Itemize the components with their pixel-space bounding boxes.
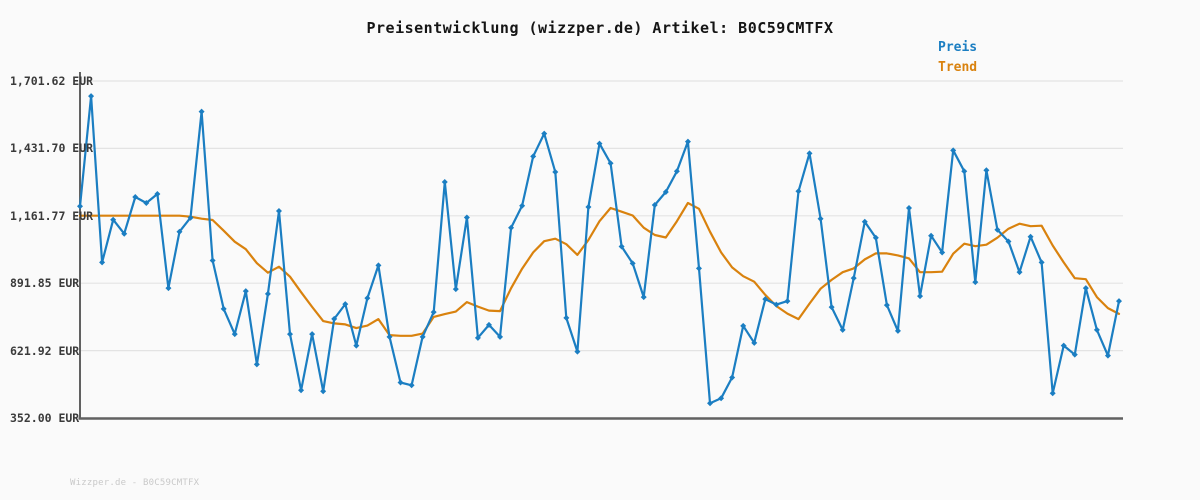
legend: Preis Trend bbox=[938, 38, 977, 78]
watermark: Wizzper.de - B0C59CMTFX bbox=[70, 478, 200, 488]
y-axis-label: 1,431.70 EUR bbox=[10, 141, 94, 156]
y-axis-label: 1,701.62 EUR bbox=[10, 74, 94, 88]
y-axis-label: 621.92 EUR bbox=[10, 343, 80, 358]
y-axis-label: 352.00 EUR bbox=[10, 411, 80, 425]
legend-item-trend: Trend bbox=[938, 60, 978, 75]
y-axis-label: 891.85 EUR bbox=[10, 276, 80, 291]
legend-item-preis: Preis bbox=[938, 40, 978, 55]
y-axis-label: 1,161.77 EUR bbox=[10, 208, 94, 223]
preis-markers bbox=[77, 93, 1122, 407]
trend-line bbox=[78, 201, 1121, 337]
page-title: Preisentwicklung (wizzper.de) Artikel: B… bbox=[366, 19, 834, 37]
